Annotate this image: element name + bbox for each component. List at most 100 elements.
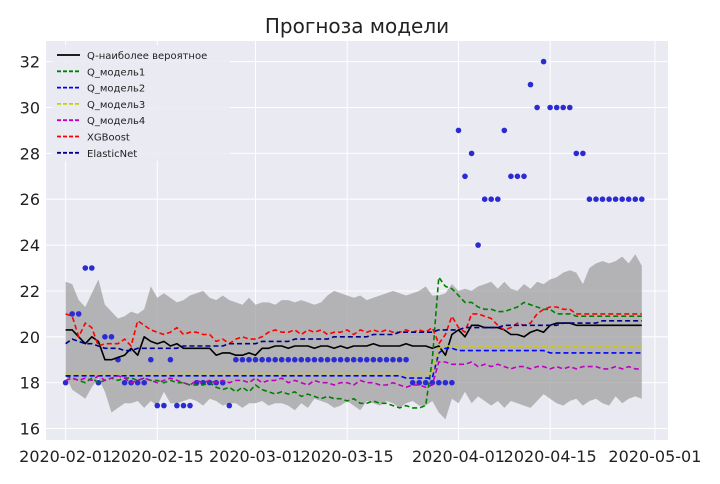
y-tick-label: 20	[20, 328, 40, 347]
observed-point	[449, 379, 455, 386]
legend-label: XGBoost	[87, 133, 130, 144]
x-tick-label: 2020-02-01	[19, 447, 112, 466]
series-lines-layer	[65, 276, 642, 409]
observed-point	[527, 81, 534, 88]
observed-point	[285, 356, 292, 363]
observed-point	[174, 402, 180, 409]
observed-point	[305, 356, 311, 363]
observed-point	[547, 104, 553, 111]
y-tick-label: 28	[20, 144, 40, 163]
y-tick-label: 16	[20, 420, 40, 439]
observed-point	[455, 127, 462, 134]
chart-title: Прогноза модели	[265, 14, 449, 38]
legend-box	[52, 45, 230, 161]
observed-point	[488, 196, 495, 202]
legend: Q-наиболее вероятное Q_модель1 Q_модель2 Q_…	[52, 45, 230, 161]
legend-label: Q_модель3	[87, 100, 145, 111]
observed-point	[553, 104, 560, 111]
observed-point	[599, 196, 606, 202]
legend-label: Q_модель2	[87, 84, 145, 95]
observed-point	[593, 196, 599, 202]
observed-point	[495, 196, 501, 202]
x-tick-label: 2020-05-01	[608, 447, 701, 466]
observed-point	[161, 402, 167, 409]
observed-point	[318, 356, 324, 363]
observed-point	[625, 196, 632, 202]
observed-point	[82, 265, 89, 271]
observed-point	[501, 127, 508, 134]
observed-point	[102, 334, 108, 340]
observed-point	[639, 196, 645, 202]
observed-point	[278, 356, 285, 363]
observed-point	[632, 196, 639, 202]
series-line	[65, 322, 642, 361]
observed-point	[468, 150, 475, 157]
observed-point	[612, 196, 619, 202]
observed-point	[567, 104, 573, 111]
y-tick-label: 22	[20, 282, 40, 301]
observed-point	[298, 356, 305, 363]
uncertainty-band-layer	[65, 254, 642, 420]
legend-label: Q_модель1	[87, 67, 145, 78]
observed-point	[586, 196, 593, 202]
observed-point	[409, 379, 416, 386]
observed-point	[396, 356, 403, 363]
observed-point	[187, 402, 193, 409]
observed-point	[344, 356, 351, 363]
observed-point	[462, 173, 468, 180]
observed-point	[62, 379, 69, 386]
observed-point	[580, 150, 586, 157]
observed-point	[154, 402, 161, 409]
x-tick-label: 2020-04-15	[504, 447, 597, 466]
observed-point	[108, 334, 115, 340]
observed-point	[167, 356, 174, 363]
y-tick-label: 24	[20, 236, 40, 255]
observed-point	[121, 379, 128, 386]
legend-label: ElasticNet	[87, 149, 137, 160]
observed-point	[403, 356, 409, 363]
observed-point	[337, 356, 344, 363]
observed-point	[534, 104, 540, 111]
series-line	[65, 319, 642, 352]
series-line	[65, 345, 642, 375]
observed-point	[619, 196, 625, 202]
observed-points-layer	[62, 58, 645, 409]
observed-point	[521, 173, 527, 180]
observed-point	[416, 379, 423, 386]
observed-point	[331, 356, 337, 363]
y-tick-label: 32	[20, 53, 40, 72]
observed-point	[148, 356, 154, 363]
observed-point	[364, 356, 370, 363]
observed-point	[481, 196, 488, 202]
observed-point	[75, 311, 82, 317]
observed-point	[292, 356, 298, 363]
observed-point	[233, 356, 239, 363]
observed-point	[508, 173, 514, 180]
y-tick-label: 18	[20, 374, 40, 393]
observed-point	[180, 402, 187, 409]
observed-point	[606, 196, 612, 202]
observed-point	[422, 379, 429, 386]
observed-point	[134, 379, 141, 386]
uncertainty-band	[65, 254, 642, 420]
observed-point	[141, 379, 147, 386]
observed-point	[226, 402, 233, 409]
observed-point	[573, 150, 580, 157]
x-tick-label: 2020-03-01	[209, 447, 302, 466]
observed-point	[324, 356, 331, 363]
observed-point	[357, 356, 364, 363]
observed-point	[259, 356, 265, 363]
observed-point	[475, 242, 481, 248]
x-tick-label: 2020-03-15	[301, 447, 394, 466]
legend-label: Q-наиболее вероятное	[87, 51, 207, 62]
observed-point	[272, 356, 279, 363]
observed-point	[514, 173, 521, 180]
observed-point	[246, 356, 252, 363]
observed-point	[540, 58, 547, 65]
observed-point	[89, 265, 95, 271]
x-tick-label: 2020-04-01	[412, 447, 505, 466]
observed-point	[390, 356, 396, 363]
legend-label: Q_модель4	[87, 116, 145, 127]
